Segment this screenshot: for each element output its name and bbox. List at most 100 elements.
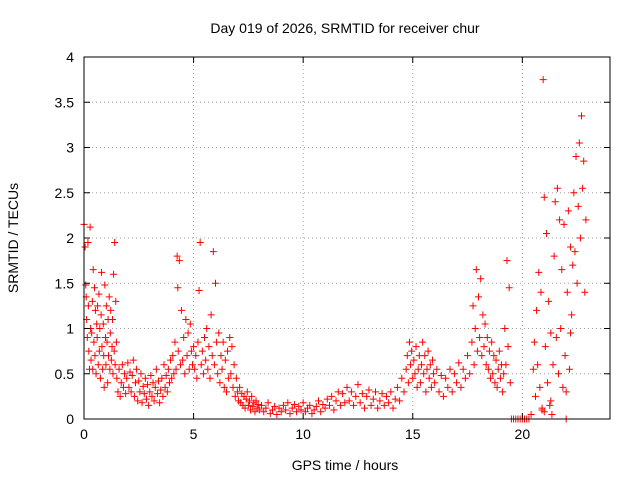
data-point	[96, 325, 104, 332]
data-point	[470, 361, 478, 369]
data-point	[102, 361, 110, 369]
data-point	[310, 406, 318, 414]
data-point	[312, 402, 320, 410]
data-point	[136, 388, 144, 396]
data-point	[184, 329, 192, 337]
y-tick-label: 4	[66, 49, 74, 65]
data-point	[207, 311, 215, 319]
data-point	[554, 370, 562, 378]
data-point	[82, 281, 90, 289]
data-point	[251, 408, 259, 416]
data-point	[271, 402, 279, 410]
x-axis-label: GPS time / hours	[292, 457, 399, 473]
data-point	[94, 361, 102, 369]
data-point	[290, 401, 298, 409]
data-point	[544, 379, 552, 387]
data-point	[365, 386, 373, 394]
data-point	[385, 399, 393, 407]
data-point	[473, 347, 481, 355]
data-point	[232, 374, 240, 382]
data-point	[530, 338, 538, 346]
data-point	[284, 399, 292, 407]
data-point	[361, 404, 369, 412]
data-point	[94, 302, 102, 310]
data-point	[101, 334, 109, 342]
data-point	[201, 334, 209, 342]
data-point	[561, 352, 569, 360]
data-point	[112, 297, 120, 305]
data-point	[571, 248, 579, 256]
data-point	[112, 338, 120, 346]
data-point	[107, 356, 115, 364]
data-point	[221, 356, 229, 364]
data-point	[233, 388, 241, 396]
data-point	[226, 334, 234, 342]
data-point	[427, 383, 435, 391]
data-point	[413, 383, 421, 391]
data-point	[317, 408, 325, 416]
data-point	[576, 234, 584, 242]
data-point	[279, 401, 287, 409]
data-points	[80, 76, 590, 423]
data-point	[472, 266, 480, 274]
data-point	[564, 207, 572, 215]
data-point	[496, 374, 504, 382]
data-point	[228, 343, 236, 351]
data-point	[126, 368, 134, 376]
data-point	[535, 268, 543, 276]
data-point	[218, 365, 226, 373]
data-point	[380, 401, 388, 409]
data-point	[402, 365, 410, 373]
data-point	[416, 379, 424, 387]
tick-labels: 0 5 10 15 20 0 0.5 1 1.5 2 2.5 3 3.5 4	[55, 49, 531, 442]
data-point	[180, 334, 188, 342]
data-point	[412, 343, 420, 351]
data-point	[209, 248, 217, 256]
data-point	[529, 365, 537, 373]
data-point	[488, 338, 496, 346]
data-point	[573, 279, 581, 287]
data-point	[199, 370, 207, 378]
y-tick-label: 0	[66, 411, 74, 427]
data-point	[129, 356, 137, 364]
data-point	[132, 379, 140, 387]
data-point	[108, 315, 116, 323]
data-point	[86, 223, 94, 231]
data-point	[91, 352, 99, 360]
data-point	[156, 399, 164, 407]
data-point	[295, 402, 303, 410]
data-point	[164, 365, 172, 373]
data-point	[133, 365, 141, 373]
data-point	[506, 379, 514, 387]
data-point	[437, 372, 445, 380]
data-point	[158, 374, 166, 382]
data-point	[572, 153, 580, 161]
data-point	[174, 284, 182, 292]
y-tick-label: 0.5	[55, 366, 75, 382]
data-point	[203, 325, 211, 332]
data-point	[323, 395, 331, 403]
data-point	[124, 359, 132, 367]
data-point	[550, 252, 558, 260]
data-point	[407, 361, 415, 369]
x-tick-label: 0	[80, 426, 88, 442]
data-point	[244, 401, 252, 409]
data-point	[478, 352, 486, 360]
data-point	[552, 334, 560, 342]
data-point	[480, 343, 488, 351]
data-point	[341, 399, 349, 407]
data-point	[352, 392, 360, 400]
data-point	[252, 397, 260, 405]
data-point	[411, 370, 419, 378]
data-point	[501, 325, 509, 332]
data-point	[479, 311, 487, 319]
data-point	[548, 410, 556, 418]
data-point	[499, 388, 507, 396]
data-point	[433, 365, 441, 373]
data-point	[111, 239, 119, 247]
data-point	[286, 410, 294, 418]
data-point	[255, 406, 263, 414]
data-point	[91, 306, 99, 314]
data-point	[539, 76, 547, 84]
data-point	[173, 252, 181, 260]
